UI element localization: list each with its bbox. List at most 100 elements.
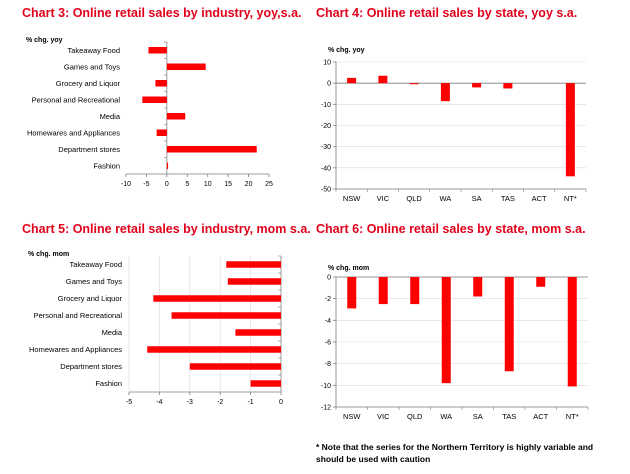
- category-label: WA: [440, 412, 452, 421]
- category-label: VIC: [377, 194, 390, 203]
- y-tick-label: 0: [327, 81, 331, 88]
- y-tick-label: -8: [325, 361, 331, 368]
- category-label: Grocery and Liquor: [56, 79, 121, 88]
- category-label: Fashion: [93, 161, 120, 170]
- y-tick-label: -2: [325, 296, 331, 303]
- category-label: Games and Toys: [66, 277, 122, 286]
- category-label: Homewares and Appliances: [29, 345, 122, 354]
- y-tick-label: -12: [321, 405, 331, 412]
- category-label: WA: [439, 194, 451, 203]
- bar-act: [536, 277, 546, 287]
- bar-media: [166, 113, 186, 120]
- x-tick-label: -1: [247, 399, 253, 406]
- y-tick-label: -10: [321, 383, 331, 390]
- category-label: Media: [102, 328, 123, 337]
- category-label: VIC: [377, 412, 390, 421]
- x-tick-label: 15: [224, 181, 232, 188]
- x-tick-label: -2: [217, 399, 223, 406]
- bar-sa: [472, 83, 482, 88]
- category-label: NSW: [343, 194, 361, 203]
- y-tick-label: -4: [325, 318, 331, 325]
- bar-takeaway-food: [148, 47, 167, 54]
- bar-grocery-and-liquor: [155, 80, 167, 87]
- category-label: QLD: [407, 412, 423, 421]
- category-label: Department stores: [58, 145, 120, 154]
- bar-sa: [473, 277, 483, 297]
- category-label: TAS: [501, 194, 515, 203]
- bar-department-stores: [189, 363, 281, 370]
- bar-personal-and-recreational: [142, 96, 167, 103]
- bar-homewares-and-appliances: [147, 346, 281, 353]
- category-label: QLD: [406, 194, 422, 203]
- y-axis-label: % chg. yoy: [328, 47, 365, 54]
- bar-vic: [378, 277, 388, 305]
- x-tick-label: 10: [204, 181, 212, 188]
- y-tick-label: 0: [327, 275, 331, 282]
- category-label: Grocery and Liquor: [58, 294, 123, 303]
- category-label: SA: [472, 194, 482, 203]
- category-label: NT*: [566, 412, 579, 421]
- x-tick-label: 0: [279, 399, 283, 406]
- category-label: ACT: [533, 412, 548, 421]
- x-tick-label: -10: [121, 181, 131, 188]
- category-label: Personal and Recreational: [32, 95, 121, 104]
- y-tick-label: -50: [321, 187, 331, 194]
- bar-vic: [378, 75, 388, 84]
- bar-games-and-toys: [166, 63, 206, 70]
- y-tick-label: -30: [321, 144, 331, 151]
- bar-tas: [504, 277, 514, 372]
- category-label: NSW: [343, 412, 361, 421]
- chart6-plot: % chg. mom 0 -2 -4 -6 -8 -10 -12 NSW VIC QLD WA SA TA…: [321, 265, 589, 421]
- chart3-title: Chart 3: Online retail sales by industry…: [22, 6, 302, 20]
- category-label: SA: [473, 412, 483, 421]
- category-label: NT*: [564, 194, 577, 203]
- category-label: Takeaway Food: [69, 260, 122, 269]
- y-tick-label: -40: [321, 165, 331, 172]
- bar-tas: [503, 83, 513, 89]
- bar-personal-and-recreational: [171, 312, 281, 319]
- bar-nt: [565, 83, 575, 177]
- y-tick-label: -10: [321, 102, 331, 109]
- y-tick-label: 10: [323, 60, 331, 67]
- bar-department-stores: [166, 146, 257, 153]
- category-label: Media: [100, 112, 121, 121]
- x-tick-label: -5: [143, 181, 149, 188]
- bar-wa: [440, 83, 450, 102]
- category-label: Takeaway Food: [67, 46, 120, 55]
- chart4-title: Chart 4: Online retail sales by state, y…: [316, 6, 578, 20]
- bar-nt: [567, 277, 577, 387]
- bar-media: [235, 329, 281, 336]
- x-tick-label: -4: [156, 399, 162, 406]
- category-label: Department stores: [60, 362, 122, 371]
- category-label: TAS: [502, 412, 516, 421]
- x-tick-label: 5: [185, 181, 189, 188]
- bar-fashion: [166, 162, 169, 169]
- category-label: ACT: [532, 194, 547, 203]
- footnote: * Note that the series for the Northern …: [316, 442, 594, 464]
- x-tick-label: 0: [165, 181, 169, 188]
- chart4-plot: % chg. yoy 10 0 -10 -20 -30 -40 -50 NSW VIC QLD WA S…: [321, 47, 587, 203]
- chart3-plot: % chg. yoy -10 -5 0 5 10 15 20 25 Takeaway Food Ga…: [26, 37, 273, 188]
- bar-takeaway-food: [226, 261, 281, 268]
- chart6-title: Chart 6: Online retail sales by state, m…: [316, 222, 586, 236]
- y-tick-label: -20: [321, 123, 331, 130]
- bar-grocery-and-liquor: [153, 295, 281, 302]
- category-label: Personal and Recreational: [34, 311, 123, 320]
- y-tick-label: -6: [325, 340, 331, 347]
- x-tick-label: 25: [265, 181, 273, 188]
- bar-homewares-and-appliances: [156, 129, 167, 136]
- x-tick-label: -5: [126, 399, 132, 406]
- chart5-plot: % chg. mom -5 -4 -3 -2 -1 0 Takeaway Food Games …: [28, 251, 283, 406]
- bar-games-and-toys: [227, 278, 281, 285]
- bar-qld: [409, 83, 419, 85]
- category-label: Fashion: [95, 379, 122, 388]
- bar-nsw: [347, 77, 357, 84]
- x-tick-label: 20: [245, 181, 253, 188]
- category-label: Games and Toys: [64, 62, 120, 71]
- y-axis-label: % chg. yoy: [26, 37, 63, 44]
- x-tick-label: -3: [187, 399, 193, 406]
- y-axis-label: % chg. mom: [28, 251, 69, 258]
- chart5-title: Chart 5: Online retail sales by industry…: [22, 222, 311, 236]
- y-axis-label: % chg. mom: [328, 265, 369, 272]
- category-label: Homewares and Appliances: [27, 128, 120, 137]
